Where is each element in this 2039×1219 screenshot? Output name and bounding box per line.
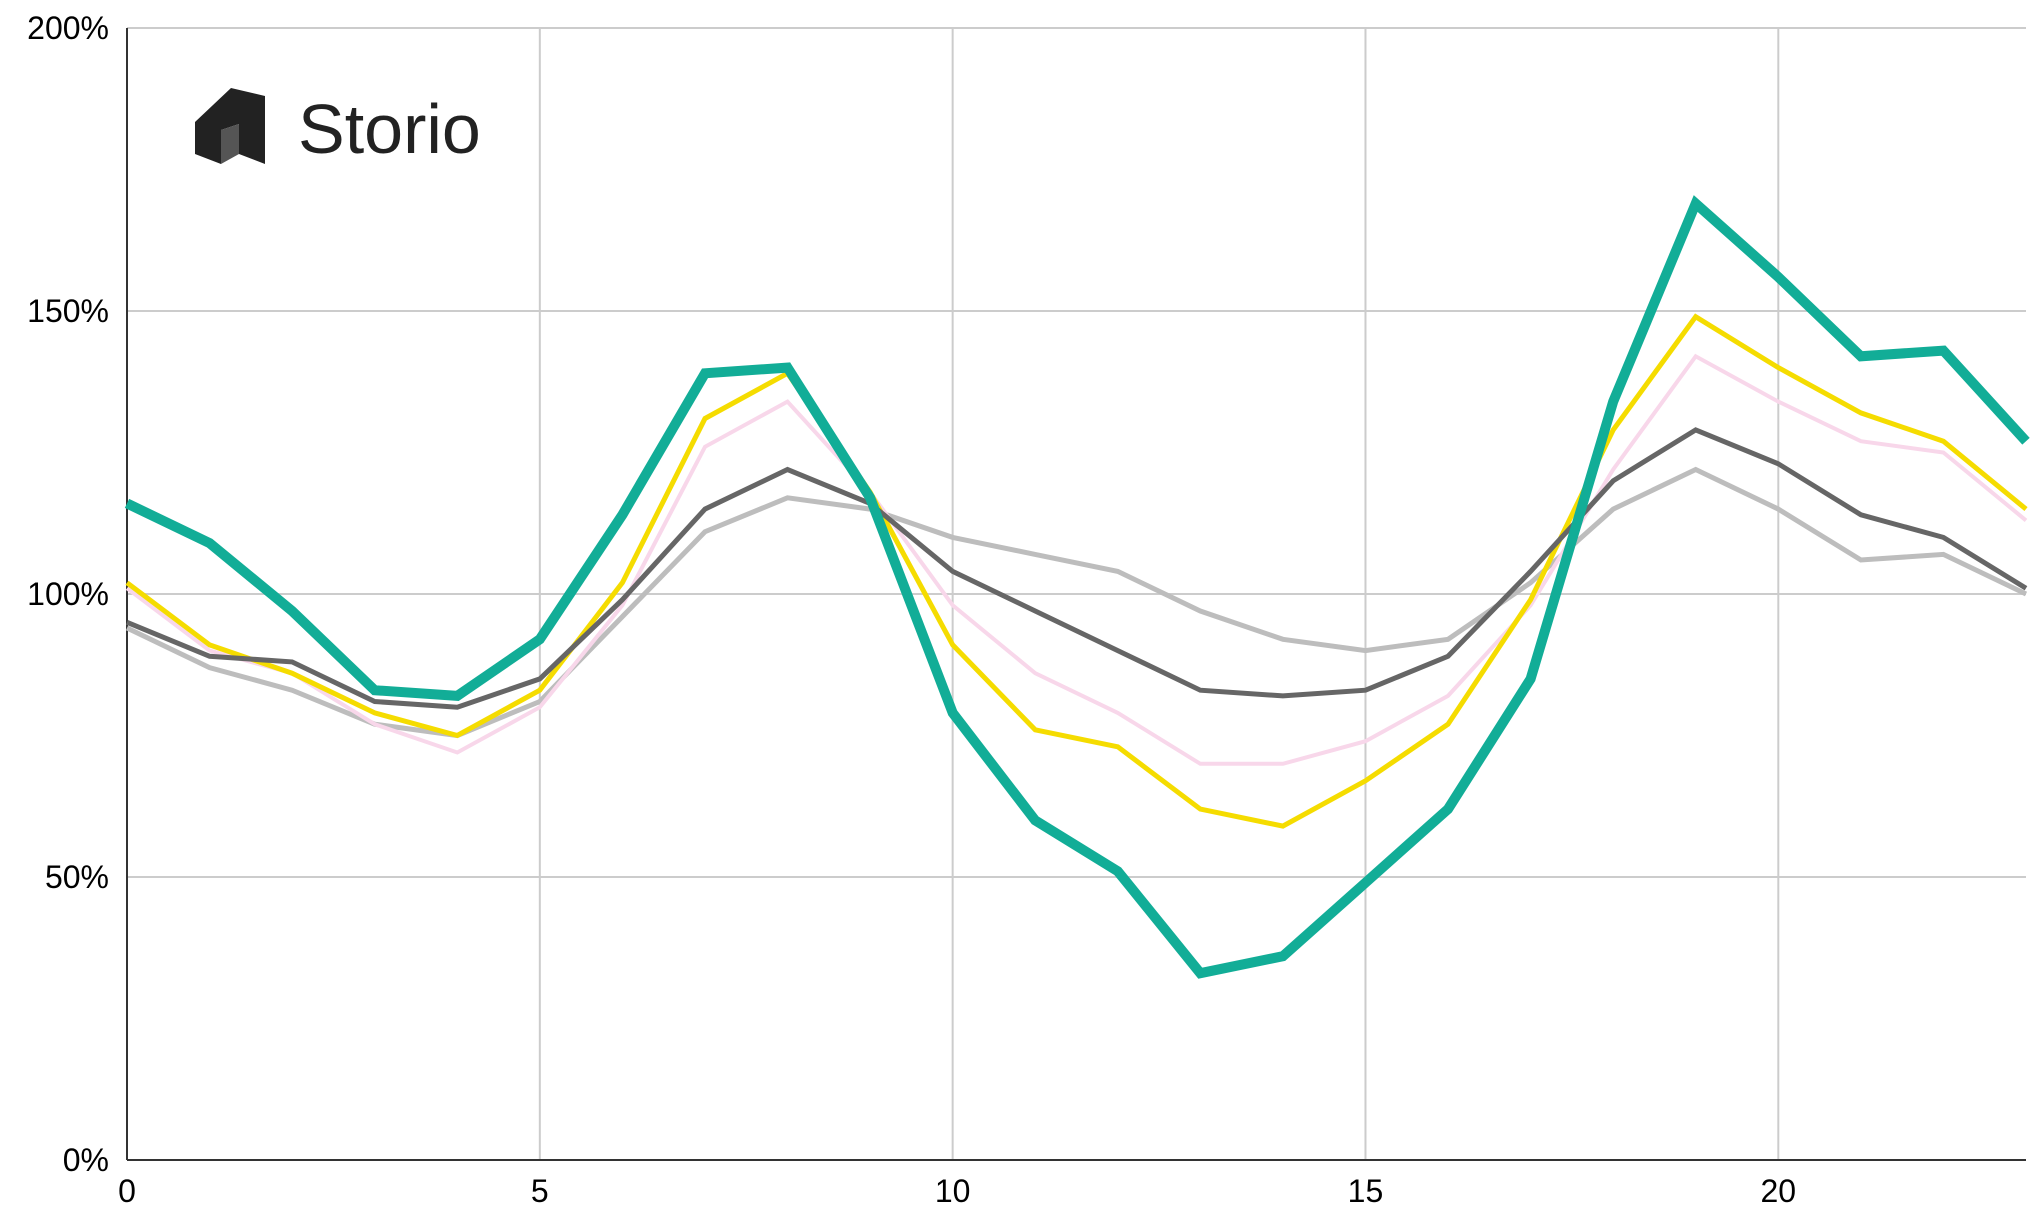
axes bbox=[126, 28, 2026, 1161]
series-line-4 bbox=[126, 427, 2028, 710]
series-line-2 bbox=[125, 353, 2028, 766]
y-tick-label: 150% bbox=[27, 293, 109, 329]
y-tick-label: 0% bbox=[63, 1142, 109, 1178]
y-tick-label: 50% bbox=[45, 859, 109, 895]
storio-logo: Storio bbox=[195, 88, 481, 168]
storio-logo-icon bbox=[195, 88, 265, 164]
storio-logo-text: Storio bbox=[298, 90, 481, 168]
x-tick-label: 0 bbox=[118, 1173, 136, 1209]
series-lines bbox=[124, 195, 2030, 979]
x-tick-label: 5 bbox=[531, 1173, 549, 1209]
x-tick-label: 10 bbox=[935, 1173, 971, 1209]
series-line-3 bbox=[125, 313, 2028, 829]
y-tick-label: 100% bbox=[27, 576, 109, 612]
x-tick-label: 15 bbox=[1348, 1173, 1384, 1209]
tick-labels: 0% 50% 100% 150% 200% 0 5 10 15 20 bbox=[27, 10, 1796, 1209]
x-tick-label: 20 bbox=[1761, 1173, 1797, 1209]
grid bbox=[127, 27, 2026, 1160]
y-tick-label: 200% bbox=[27, 10, 109, 46]
series-line-5 bbox=[124, 195, 2030, 979]
